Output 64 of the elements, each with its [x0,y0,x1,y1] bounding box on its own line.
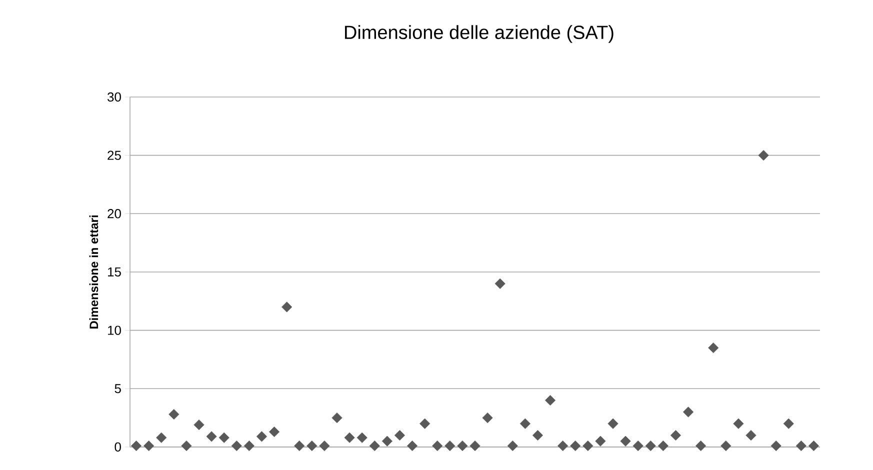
y-tick-label: 5 [114,384,121,394]
point [168,409,180,420]
point [306,440,318,452]
point [444,440,456,452]
chart-title: Dimensione delle aziende (SAT) [345,25,614,43]
point [682,406,694,418]
point [796,440,806,452]
point [181,440,192,452]
point [256,431,268,442]
point [218,432,230,443]
point [356,432,368,443]
point [294,440,305,452]
point [494,278,506,289]
y-tick-label: 30 [108,92,121,102]
point [658,440,668,452]
point [645,440,656,452]
point [382,436,392,446]
point [332,412,342,424]
point [758,150,769,161]
point [770,440,782,452]
point [194,420,204,430]
point [595,436,606,446]
point [746,430,756,441]
y-tick-label: 15 [108,267,121,277]
point [206,431,217,442]
point [520,418,530,429]
point [156,432,167,443]
point [344,432,355,443]
y-tick-label: 10 [108,326,121,335]
point [696,440,706,452]
point [130,440,142,452]
point [708,342,719,354]
point [720,440,732,452]
point [570,440,581,452]
point [144,440,154,452]
point [457,440,468,452]
point [582,440,594,452]
point [244,440,254,452]
point [282,302,292,312]
point [394,430,406,441]
point [507,440,518,452]
point [620,436,631,446]
point [808,440,820,452]
point [482,412,493,424]
point [670,430,682,441]
point [632,440,644,452]
point [470,440,480,452]
point [558,440,568,452]
point [406,440,418,452]
point [432,440,443,452]
point [532,430,544,441]
y-tick-label: 25 [108,150,121,160]
point [544,395,556,406]
point [783,418,794,429]
y-tick-label: 20 [108,209,121,218]
point [268,426,280,438]
y-axis-title: Dimensione in ettari [89,216,98,329]
point [369,440,380,452]
y-tick-label: 0 [114,442,121,452]
point [608,418,618,429]
point [319,440,330,452]
point [733,418,744,429]
point [231,440,242,452]
point [420,418,430,429]
